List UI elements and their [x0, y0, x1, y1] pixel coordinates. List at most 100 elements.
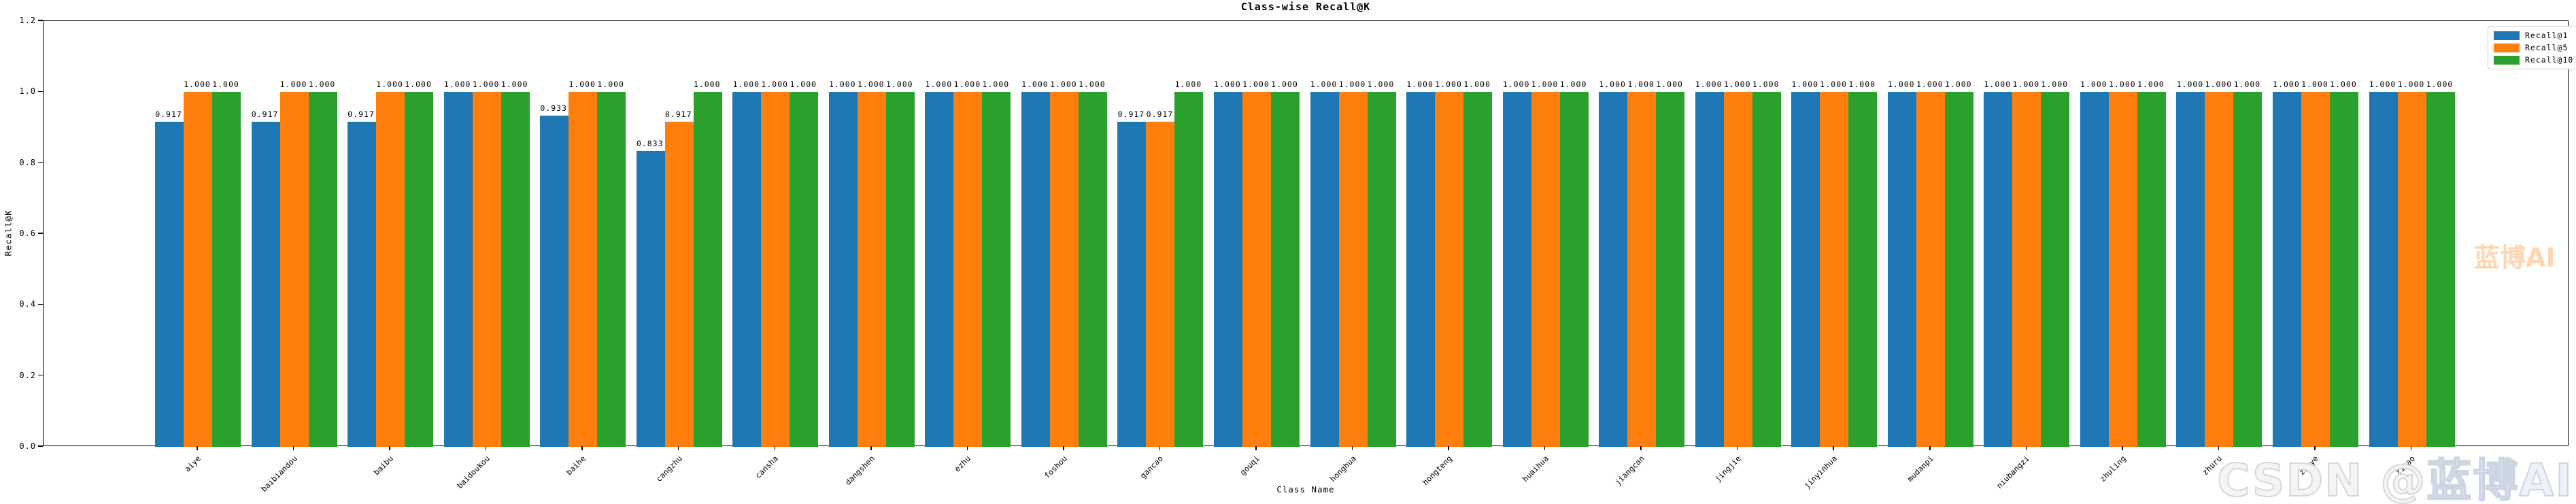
bar-value-label: 1.000 [1435, 80, 1462, 90]
bar-recall5-huaihua [1531, 92, 1560, 447]
bar-recall5-mudanpi [1916, 92, 1945, 447]
y-tick-label: 0.0 [19, 441, 36, 451]
x-tick-label: cangzhu [654, 454, 684, 484]
bar-value-label: 1.000 [2137, 80, 2165, 90]
bar-value-label: 1.000 [1338, 80, 1366, 90]
bar-value-label: 1.000 [1531, 80, 1559, 90]
bar-recall10-jinyinhua [1848, 92, 1878, 447]
plot-area [43, 20, 2569, 447]
y-tick-mark [38, 90, 43, 93]
bar-recall5-cansha [761, 92, 790, 447]
bar-value-label: 1.000 [1079, 80, 1106, 90]
side-watermark: 蓝博AI [2474, 243, 2556, 273]
bar-value-label: 1.000 [1502, 80, 1530, 90]
bar-recall1-gouqi [1213, 92, 1242, 447]
bar-recall1-foshou [1021, 92, 1050, 447]
bar-recall10-baihe [597, 92, 626, 447]
bottom-watermark-brand: 蓝博AI [2426, 454, 2573, 504]
bar-value-label: 1.000 [1214, 80, 1241, 90]
x-tick-mark [1159, 446, 1161, 450]
bar-recall10-zhuru [2233, 92, 2263, 447]
bar-recall1-cangzhu [636, 151, 665, 447]
x-tick-mark [581, 446, 583, 450]
bar-value-label: 1.000 [308, 80, 336, 90]
x-tick-label: dangshen [843, 454, 877, 488]
bar-recall10-gouqi [1270, 92, 1300, 447]
bar-recall1-hongteng [1406, 92, 1436, 447]
bar-recall1-jiangcan [1599, 92, 1628, 447]
bar-recall5-zhuru [2205, 92, 2234, 447]
y-tick-label: 0.6 [19, 229, 36, 238]
legend-entry-recall10: Recall@10 [2494, 55, 2573, 65]
y-tick-label: 0.2 [19, 370, 36, 380]
bar-value-label: 1.000 [569, 80, 596, 90]
bar-recall10-gancao [1174, 92, 1204, 447]
bar-value-label: 1.000 [1310, 80, 1338, 90]
bar-recall1-zicao [2369, 92, 2398, 447]
bar-value-label: 1.000 [184, 80, 211, 90]
x-tick-mark [1640, 446, 1642, 450]
y-tick-mark [38, 161, 43, 163]
bar-recall1-honghua [1310, 92, 1339, 447]
bar-value-label: 1.000 [1791, 80, 1819, 90]
bottom-watermark-prefix: CSDN @ [2216, 454, 2427, 504]
bar-recall1-dangshen [828, 92, 858, 447]
x-tick-label: huaihua [1520, 454, 1550, 484]
x-tick-label: mudanpi [1905, 454, 1935, 484]
y-tick-label: 0.4 [19, 299, 36, 309]
x-tick-mark [2218, 446, 2220, 450]
bar-recall5-hongteng [1435, 92, 1464, 447]
bar-recall1-zhuru [2176, 92, 2205, 447]
legend-label: Recall@1 [2525, 31, 2569, 40]
bar-recall5-foshou [1049, 92, 1079, 447]
bar-recall1-zhuye [2272, 92, 2301, 447]
bar-recall5-jinyinhua [1820, 92, 1849, 447]
bar-value-label: 0.917 [1146, 109, 1174, 119]
bar-value-label: 1.000 [2080, 80, 2107, 90]
bar-recall1-baidoukou [443, 92, 473, 447]
bar-value-label: 1.000 [1723, 80, 1751, 90]
bar-recall1-baihe [540, 116, 569, 447]
bar-recall10-niubangzi [2041, 92, 2070, 447]
recall10-swatch-icon [2494, 55, 2520, 65]
bar-value-label: 1.000 [857, 80, 885, 90]
bar-value-label: 1.000 [1406, 80, 1434, 90]
bar-recall5-baihe [569, 92, 598, 447]
x-tick-label: zhuling [2097, 454, 2128, 484]
chart-title: Class-wise Recall@K [1240, 1, 1371, 13]
x-tick-label: baihe [564, 454, 588, 477]
bar-recall10-zhuling [2137, 92, 2166, 447]
bar-recall5-gouqi [1242, 92, 1271, 447]
y-tick-label: 1.0 [19, 86, 36, 97]
legend-entry-recall5: Recall@5 [2494, 43, 2573, 52]
x-tick-mark [2122, 446, 2123, 450]
bar-value-label: 1.000 [501, 80, 528, 90]
x-tick-mark [2410, 446, 2412, 450]
bar-recall1-ezhu [925, 92, 954, 447]
bar-value-label: 1.000 [790, 80, 817, 90]
x-tick-mark [1736, 446, 1738, 450]
x-tick-mark [389, 446, 390, 450]
bar-recall1-huaihua [1502, 92, 1531, 447]
bar-value-label: 1.000 [2369, 80, 2396, 90]
bar-recall5-zicao [2397, 92, 2426, 447]
x-tick-mark [1544, 446, 1546, 450]
bar-value-label: 1.000 [376, 80, 403, 90]
x-tick-mark [1063, 446, 1064, 450]
bar-value-label: 1.000 [2041, 80, 2069, 90]
bar-value-label: 1.000 [212, 80, 239, 90]
bar-value-label: 1.000 [2109, 80, 2136, 90]
x-tick-mark [1448, 446, 1449, 450]
bar-value-label: 0.833 [636, 139, 664, 149]
bar-recall10-cansha [790, 92, 819, 447]
bar-value-label: 1.000 [597, 80, 624, 90]
x-tick-label: honghua [1327, 454, 1358, 484]
x-tick-label: jingjie [1712, 454, 1743, 484]
bar-recall10-zhuye [2329, 92, 2358, 447]
bar-recall10-baibu [405, 92, 434, 447]
bar-recall1-baibu [348, 121, 377, 447]
x-tick-mark [2314, 446, 2316, 450]
bar-recall10-foshou [1078, 92, 1107, 447]
bar-value-label: 1.000 [443, 80, 471, 90]
bar-recall10-honghua [1367, 92, 1396, 447]
